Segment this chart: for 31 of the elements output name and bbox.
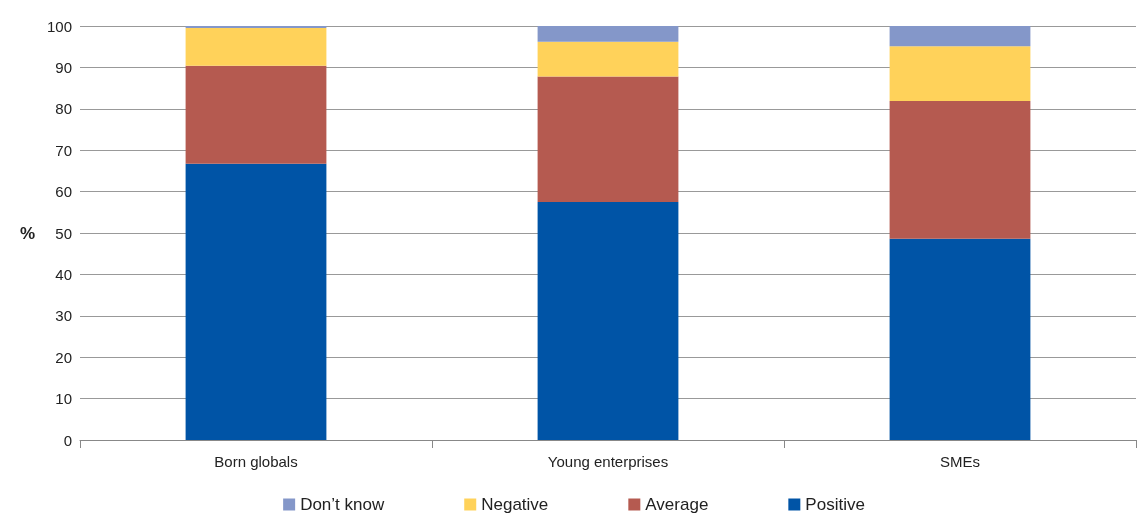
bar: [889, 238, 1031, 440]
y-tick-label: 0: [63, 431, 72, 449]
y-axis-title: %: [19, 223, 35, 243]
y-tick-label: 80: [55, 100, 72, 118]
bar: [889, 46, 1031, 101]
y-tick-label: 50: [55, 224, 72, 242]
legend-label: Positive: [805, 495, 865, 514]
bar: [185, 28, 327, 66]
y-tick-label: 70: [55, 141, 72, 159]
bar: [185, 65, 327, 164]
y-tick-label: 40: [55, 265, 72, 283]
legend-label: Average: [645, 495, 709, 514]
bar: [537, 201, 679, 440]
y-tick-label: 60: [55, 183, 72, 201]
bar: [889, 26, 1031, 47]
x-tick-label: Born globals: [214, 453, 298, 470]
y-tick-label: 10: [55, 390, 72, 408]
legend-label: Negative: [481, 495, 549, 514]
x-tick-label: Young enterprises: [547, 453, 669, 470]
legend-label: Don’t know: [300, 495, 385, 514]
bar: [537, 41, 679, 77]
y-tick-label: 90: [55, 58, 72, 76]
y-tick-label: 20: [55, 348, 72, 366]
y-tick-label: 30: [55, 307, 72, 325]
bar: [889, 100, 1031, 239]
bar: [537, 76, 679, 202]
bar: [185, 26, 327, 29]
y-tick-label: 100: [46, 17, 72, 35]
bar: [537, 26, 679, 42]
x-tick-label: SMEs: [939, 453, 981, 470]
bar: [185, 163, 327, 440]
